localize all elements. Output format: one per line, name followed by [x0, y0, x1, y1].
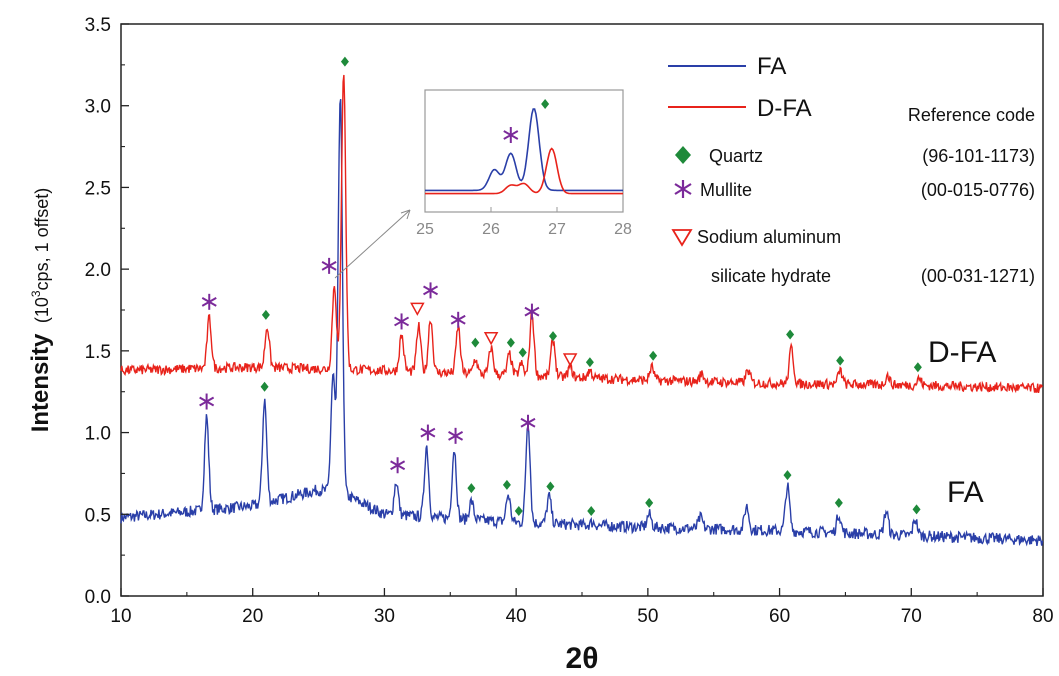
x-tick-label: 30: [374, 606, 395, 627]
mullite-marker: [394, 313, 410, 330]
y-axis-title-unit-pre: (10: [32, 297, 52, 323]
quartz-marker: [585, 357, 594, 368]
inset-x-tick-label: 26: [482, 221, 500, 238]
mullite-marker: [420, 424, 436, 441]
inset-x-tick-label: 28: [614, 221, 632, 238]
inset-ticks: 25 26 27 28: [416, 207, 632, 238]
legend: FA D-FA Reference code Quartz (96-101-11…: [668, 53, 1035, 286]
quartz-marker: [913, 362, 922, 373]
y-tick-label: 2.0: [85, 260, 111, 281]
quartz-marker: [834, 497, 843, 508]
y-tick-label: 0.5: [85, 505, 111, 526]
x-tick-label: 50: [637, 606, 658, 627]
mullite-marker: [199, 393, 215, 410]
quartz-marker: [261, 309, 270, 320]
legend-label-sodium-line1: Sodium aluminum: [697, 227, 841, 247]
x-tick-label: 60: [769, 606, 790, 627]
legend-label-mullite: Mullite: [700, 180, 752, 200]
quartz-marker: [783, 470, 792, 481]
y-tick-label: 1.5: [85, 342, 111, 363]
quartz-marker: [912, 504, 921, 515]
legend-quartz-icon: [675, 146, 691, 164]
quartz-marker: [471, 337, 480, 348]
quartz-marker: [549, 331, 558, 342]
mullite-marker: [321, 257, 337, 274]
inset-line-fa: [425, 108, 623, 192]
x-tick-label: 80: [1032, 606, 1053, 627]
legend-label-d-fa: D-FA: [757, 95, 812, 122]
sodium-marker: [562, 353, 578, 367]
series-line-fa: [120, 98, 1044, 547]
series-label-d-fa: D-FA: [928, 336, 996, 369]
y-axis-title-unit-post: cps, 1 offset): [32, 188, 52, 291]
inset-x-tick-label: 25: [416, 221, 434, 238]
legend-reference-header: Reference code: [908, 105, 1035, 125]
y-tick-label: 0.0: [85, 587, 111, 608]
x-axis-title: 2θ: [566, 642, 599, 675]
sodium-marker: [483, 332, 499, 346]
x-tick-label: 20: [242, 606, 263, 627]
legend-code-sodium: (00-031-1271): [921, 266, 1035, 286]
marker-layer: [199, 56, 922, 517]
quartz-marker: [518, 347, 527, 358]
x-tick-label: 10: [110, 606, 131, 627]
legend-code-quartz: (96-101-1173): [922, 146, 1035, 166]
legend-mullite-icon: [674, 180, 692, 198]
series-line-d-fa: [120, 74, 1044, 394]
mullite-marker: [520, 414, 536, 431]
legend-label-fa: FA: [757, 53, 786, 80]
inset-line-d-fa: [425, 147, 623, 195]
legend-sodium-icon: [671, 229, 693, 247]
y-axis-title-unit-sup: 3: [29, 290, 43, 297]
inset-markers: [503, 99, 550, 143]
quartz-marker: [506, 337, 515, 348]
x-tick-label: 40: [506, 606, 527, 627]
y-axis-ticks: 0.0 0.5 1.0 1.5 2.0 2.5 3.0 3.5: [85, 15, 129, 608]
mullite-marker: [423, 282, 439, 299]
inset-x-tick-label: 27: [548, 221, 566, 238]
mullite-marker: [448, 427, 464, 444]
x-axis-ticks: 10 20 30 40 50 60 70 80: [110, 588, 1054, 627]
quartz-marker: [649, 350, 658, 361]
quartz-marker: [786, 329, 795, 340]
y-tick-label: 3.0: [85, 97, 111, 118]
inset-frame: [424, 89, 624, 213]
mullite-marker: [390, 457, 406, 474]
inset-pointer-head: [400, 209, 411, 220]
quartz-marker: [340, 56, 349, 67]
series-layer: [120, 74, 1044, 547]
legend-code-mullite: (00-015-0776): [921, 180, 1035, 200]
mullite-marker: [450, 311, 466, 328]
y-axis-title-bold: Intensity: [27, 333, 54, 432]
inset: 25 26 27 28: [334, 89, 632, 279]
inset-pointer: [334, 209, 411, 279]
quartz-marker: [502, 479, 511, 490]
x-tick-label: 70: [901, 606, 922, 627]
sodium-marker: [410, 302, 425, 316]
y-tick-label: 1.0: [85, 424, 111, 445]
mullite-marker: [524, 303, 540, 320]
quartz-marker: [260, 381, 269, 392]
series-label-fa: FA: [947, 476, 984, 509]
legend-label-quartz: Quartz: [709, 146, 763, 166]
legend-label-sodium-line2: silicate hydrate: [711, 266, 831, 286]
quartz-marker: [546, 481, 555, 492]
quartz-marker: [514, 506, 523, 517]
quartz-marker: [587, 506, 596, 517]
y-tick-label: 2.5: [85, 178, 111, 199]
quartz-marker: [645, 497, 654, 508]
mullite-marker: [201, 293, 217, 310]
quartz-marker: [836, 355, 845, 366]
quartz-marker: [467, 483, 476, 494]
y-axis-title: Intensity (103cps, 1 offset): [27, 188, 54, 433]
inset-quartz-marker: [541, 99, 550, 109]
y-tick-label: 3.5: [85, 15, 111, 36]
inset-mullite-marker: [503, 127, 519, 143]
